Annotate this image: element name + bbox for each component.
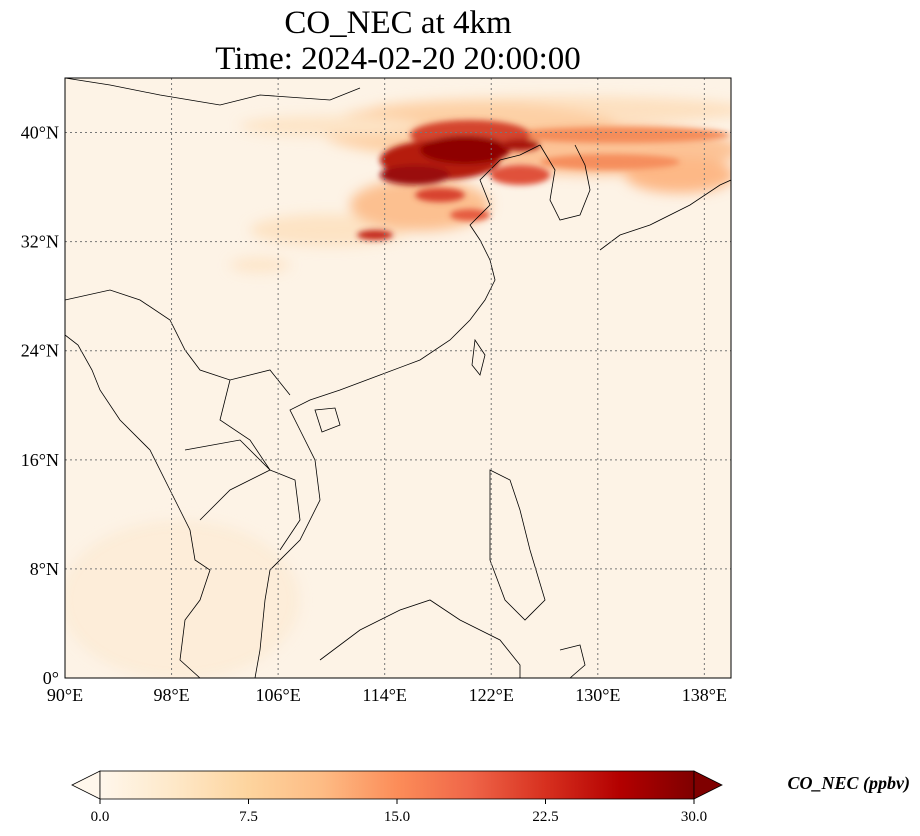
lon-tick-label: 114°E [362, 685, 407, 705]
lon-tick-label: 122°E [469, 685, 514, 705]
borneo [319, 599, 521, 678]
colorbar-gradient [99, 770, 695, 800]
north-border [65, 78, 361, 106]
colorbar-tick-label: 22.5 [532, 809, 558, 825]
colorbar-label: CO_NEC (ppbv) [788, 773, 911, 794]
map-frame [64, 77, 732, 679]
colorbar-ticks: 0.0 7.5 15.0 22.5 30.0 [91, 799, 707, 825]
lat-tick-label: 0° [43, 668, 59, 688]
lon-tick-labels: 90°E 98°E 106°E 114°E 122°E 130°E 138°E [47, 685, 727, 705]
thailand-cambodia-border [184, 439, 271, 521]
colorbar-extend-min [71, 770, 101, 800]
colorbar-extend-max [693, 770, 723, 800]
lat-tick-label: 24°N [21, 341, 59, 361]
colorbar-tick-label: 30.0 [681, 809, 707, 825]
china-coast [254, 144, 541, 678]
coastlines [65, 78, 731, 678]
lon-tick-label: 98°E [153, 685, 189, 705]
concentration-field [65, 78, 731, 678]
lat-tick-labels: 0° 8°N 16°N 24°N 32°N 40°N [21, 123, 59, 688]
colorbar-tick-label: 15.0 [384, 809, 410, 825]
map-title: CO_NEC at 4km [284, 5, 512, 41]
lat-tick-label: 40°N [21, 123, 59, 143]
sulawesi [559, 644, 586, 678]
gridlines [65, 78, 731, 678]
lat-tick-label: 8°N [30, 559, 59, 579]
colorbar-tick-label: 7.5 [239, 809, 258, 825]
myanmar-china-border [65, 289, 291, 396]
lon-tick-label: 138°E [682, 685, 727, 705]
hainan [314, 407, 341, 433]
lon-tick-label: 90°E [47, 685, 83, 705]
taiwan [471, 338, 486, 376]
lon-tick-label: 106°E [256, 685, 301, 705]
colorbar: 0.0 7.5 15.0 22.5 30.0 CO_NEC (ppbv) [71, 770, 911, 825]
korea-coast [539, 144, 591, 221]
map-subtitle-time: Time: 2024-02-20 20:00:00 [215, 41, 581, 77]
lat-tick-label: 16°N [21, 450, 59, 470]
indochina-west-coast [65, 334, 211, 678]
colorbar-tick-label: 0.0 [91, 809, 110, 825]
lon-tick-label: 130°E [575, 685, 620, 705]
philippines [489, 469, 546, 621]
co-plume-core [357, 120, 730, 240]
japan-coast [599, 179, 731, 251]
lat-tick-label: 32°N [21, 232, 59, 252]
